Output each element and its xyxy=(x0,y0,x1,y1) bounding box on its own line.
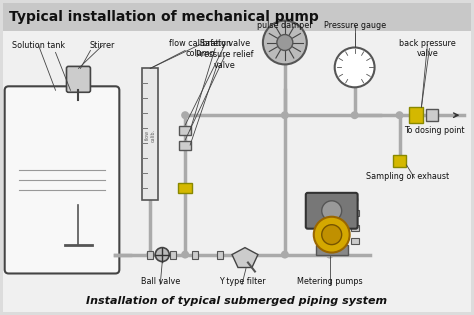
Text: flow calibration
column: flow calibration column xyxy=(169,38,231,58)
Circle shape xyxy=(181,251,189,259)
Bar xyxy=(3,3,471,31)
Circle shape xyxy=(351,196,359,204)
Bar xyxy=(178,183,192,193)
Circle shape xyxy=(146,251,154,259)
Bar xyxy=(217,251,223,259)
Circle shape xyxy=(181,111,189,119)
Bar xyxy=(179,140,191,150)
Text: To dosing point: To dosing point xyxy=(404,126,465,135)
Text: Safety valve: Safety valve xyxy=(200,38,250,48)
FancyBboxPatch shape xyxy=(66,66,91,92)
Text: Installation of typical submerged piping system: Installation of typical submerged piping… xyxy=(86,296,388,306)
Circle shape xyxy=(351,111,359,119)
Bar xyxy=(170,251,176,259)
Circle shape xyxy=(263,20,307,64)
Text: Stirrer: Stirrer xyxy=(90,41,115,49)
Text: Pressure gauge: Pressure gauge xyxy=(324,20,386,30)
FancyBboxPatch shape xyxy=(5,86,119,273)
Text: Solution tank: Solution tank xyxy=(12,41,65,49)
Text: Typical installation of mechanical pump: Typical installation of mechanical pump xyxy=(9,10,319,24)
Polygon shape xyxy=(232,248,258,267)
Bar xyxy=(316,245,347,255)
Circle shape xyxy=(277,35,293,50)
Bar xyxy=(410,107,423,123)
Circle shape xyxy=(314,217,350,253)
Bar xyxy=(142,68,158,200)
Text: pulse damper: pulse damper xyxy=(257,20,313,30)
Circle shape xyxy=(326,251,334,259)
Circle shape xyxy=(335,48,374,87)
Bar xyxy=(351,238,359,243)
Text: Pressure relief
valve: Pressure relief valve xyxy=(196,50,254,70)
Text: Y type filter: Y type filter xyxy=(219,278,265,286)
Bar xyxy=(147,251,153,259)
Circle shape xyxy=(322,225,342,245)
Circle shape xyxy=(322,201,342,221)
Circle shape xyxy=(281,111,289,119)
Bar xyxy=(392,155,407,167)
Bar xyxy=(179,126,191,135)
Bar xyxy=(351,225,359,231)
Circle shape xyxy=(281,251,289,259)
FancyBboxPatch shape xyxy=(3,3,471,312)
Text: flow
calib.: flow calib. xyxy=(145,129,155,142)
Text: Ball valve: Ball valve xyxy=(141,278,180,286)
Bar xyxy=(351,210,359,216)
Circle shape xyxy=(155,248,169,261)
FancyBboxPatch shape xyxy=(306,193,357,229)
Circle shape xyxy=(395,111,403,119)
Text: Metering pumps: Metering pumps xyxy=(297,278,363,286)
Text: back pressure
valve: back pressure valve xyxy=(399,38,456,58)
Bar xyxy=(192,251,198,259)
Text: Sampling or exhaust: Sampling or exhaust xyxy=(366,172,449,181)
Bar xyxy=(427,109,438,121)
